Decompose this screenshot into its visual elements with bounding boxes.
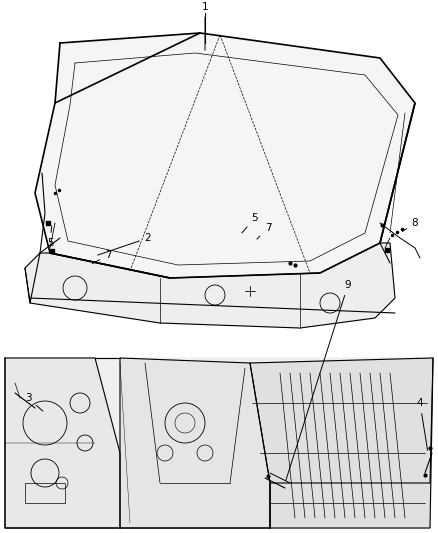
Text: 5: 5 <box>242 213 258 233</box>
Text: 2: 2 <box>98 233 151 255</box>
Polygon shape <box>250 358 433 528</box>
Text: 1: 1 <box>201 2 208 50</box>
Polygon shape <box>5 358 120 528</box>
Text: 4: 4 <box>417 398 427 450</box>
Text: 3: 3 <box>25 393 43 411</box>
Polygon shape <box>5 358 433 528</box>
Text: 5: 5 <box>47 226 53 248</box>
Polygon shape <box>35 33 415 278</box>
Text: 7: 7 <box>257 223 271 239</box>
Text: 7: 7 <box>92 250 111 264</box>
Text: 9: 9 <box>286 280 351 480</box>
Polygon shape <box>25 243 395 328</box>
Text: 8: 8 <box>403 218 418 231</box>
Bar <box>25 483 65 503</box>
Polygon shape <box>120 358 270 528</box>
